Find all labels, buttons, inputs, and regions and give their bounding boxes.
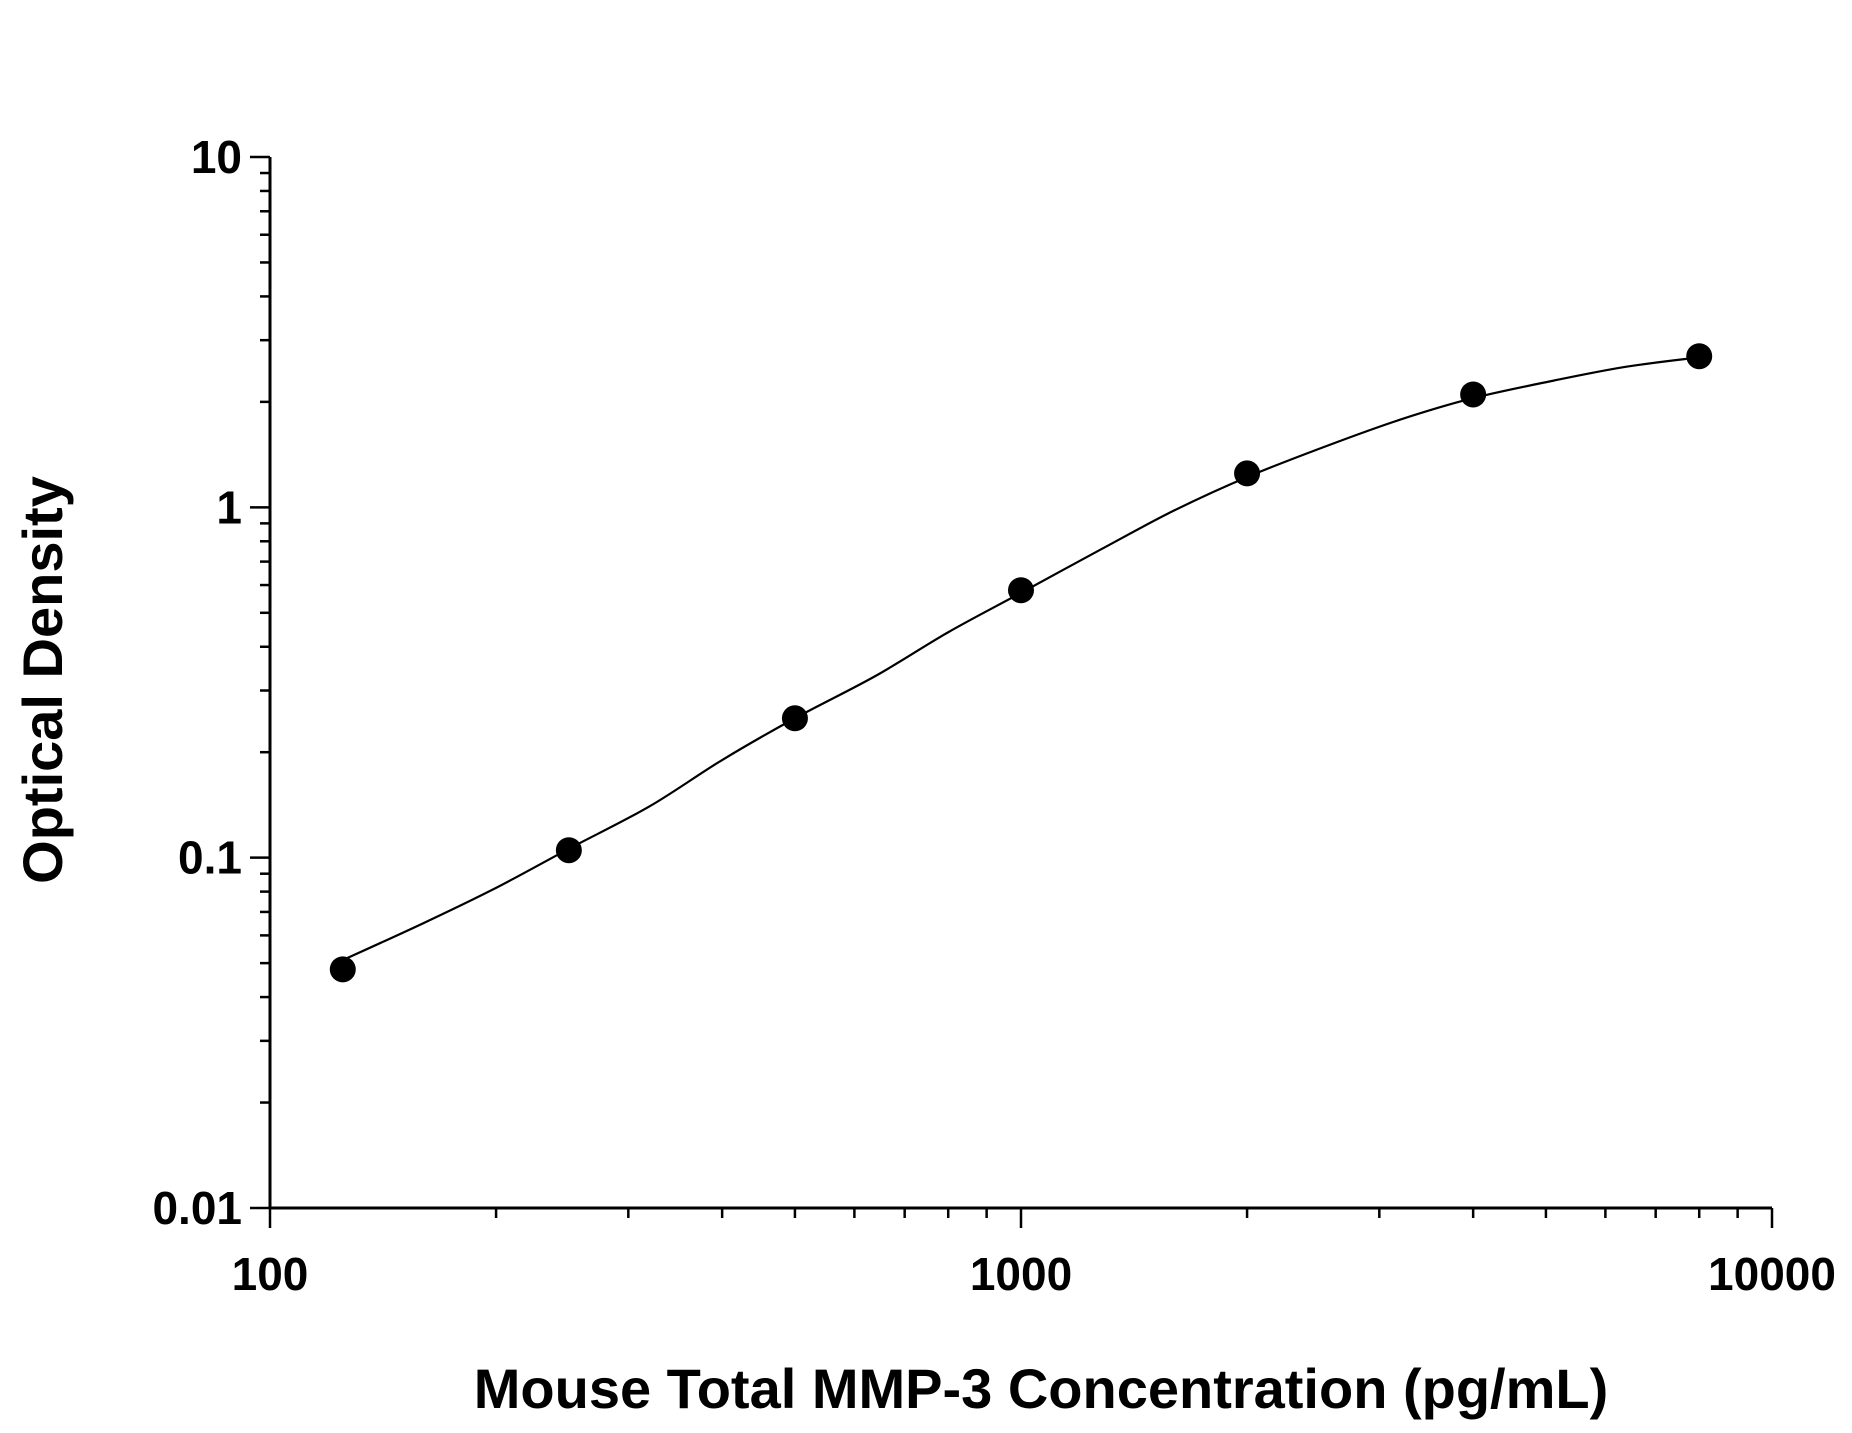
- data-point: [1234, 460, 1261, 487]
- data-points: [329, 343, 1713, 983]
- data-point: [781, 705, 808, 732]
- y-tick-label: 0.01: [152, 1182, 242, 1234]
- data-point: [555, 837, 582, 864]
- x-tick-label: 10000: [1708, 1248, 1836, 1300]
- fit-curve-line: [342, 356, 1700, 962]
- axes: [268, 157, 1772, 1210]
- data-point: [1460, 381, 1487, 408]
- x-axis-title: Mouse Total MMP-3 Concentration (pg/mL): [474, 1357, 1608, 1420]
- y-tick-label: 1: [216, 481, 242, 533]
- y-tick-label: 0.1: [178, 832, 242, 884]
- x-tick-label: 1000: [970, 1248, 1072, 1300]
- x-axis-ticks: [268, 1208, 1774, 1228]
- y-axis-title: Optical Density: [11, 476, 74, 884]
- y-tick-label: 10: [191, 131, 242, 183]
- data-point: [1008, 577, 1034, 604]
- data-point: [1686, 343, 1713, 370]
- y-axis-ticks: [250, 155, 270, 1210]
- x-tick-label: 100: [232, 1248, 309, 1300]
- data-point: [329, 956, 356, 983]
